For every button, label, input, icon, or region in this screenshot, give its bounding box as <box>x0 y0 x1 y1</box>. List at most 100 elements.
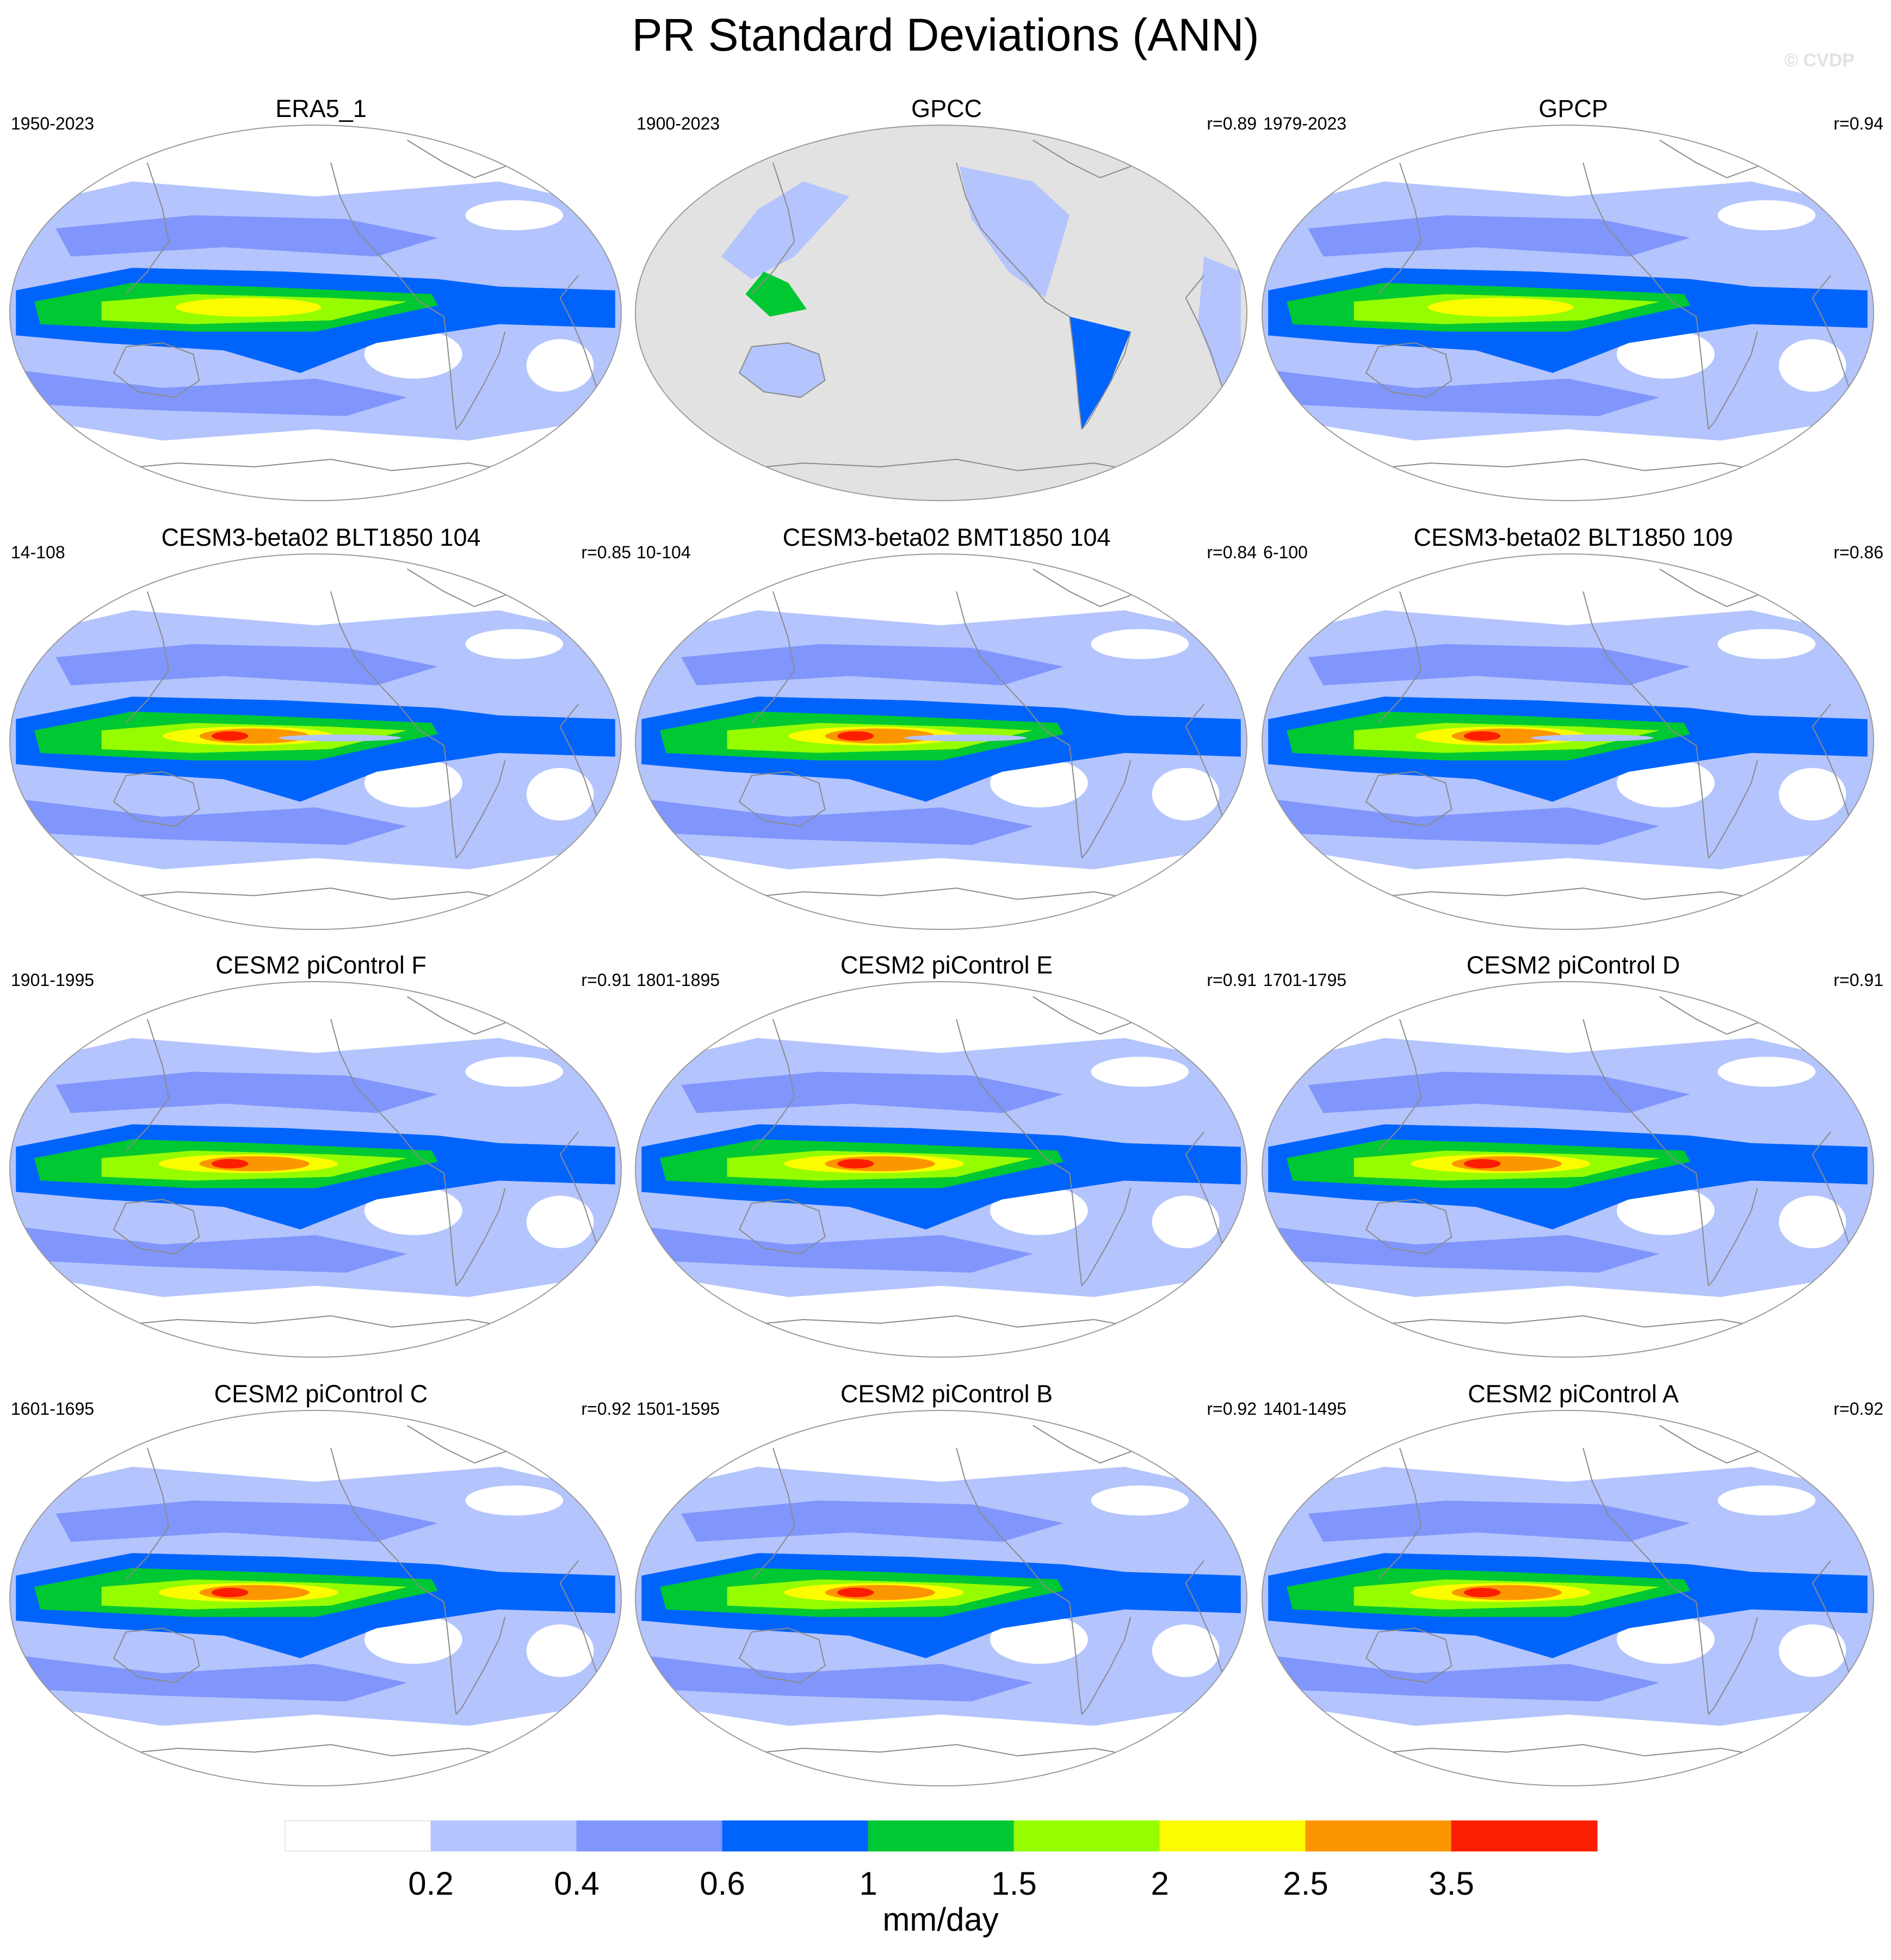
coastline <box>727 887 1155 904</box>
colorbar-tick-label: 1 <box>859 1865 877 1902</box>
pr-low-n-atlantic <box>465 200 564 231</box>
colorbar-box <box>1159 1820 1306 1852</box>
pr-band-0.4-north <box>1308 1500 1690 1542</box>
coastline <box>1354 1315 1782 1332</box>
coastline <box>1069 745 1083 859</box>
panel-period: 1979-2023 <box>1263 114 1347 133</box>
coastline <box>1185 1131 1223 1245</box>
coastline <box>727 1315 1155 1332</box>
coastline <box>751 162 795 295</box>
colorbar-box <box>576 1820 723 1852</box>
coastline <box>1069 1601 1083 1715</box>
pr-band-0.4-south <box>1262 798 1660 845</box>
pr-band-0.4-south <box>1262 369 1660 416</box>
coastline <box>330 1019 444 1174</box>
map-panel: GPCP 1979-2023 r=0.94 <box>1258 94 1889 518</box>
coastline <box>1185 704 1223 817</box>
pr-low-se-pacific <box>990 759 1088 808</box>
map-panel: CESM2 piControl C 1601-1695 r=0.92 <box>5 1379 636 1803</box>
coastline <box>443 745 457 859</box>
pr-low-se-pacific <box>990 1186 1088 1235</box>
map-border <box>1262 553 1874 930</box>
pr-band-3.5 <box>211 1159 249 1169</box>
pr-low-s-atlantic <box>526 1195 594 1248</box>
coastline <box>1365 1628 1453 1684</box>
panel-title: CESM2 piControl A <box>1468 1380 1679 1408</box>
colorbar-box <box>722 1820 869 1852</box>
panel-pattern-correlation: r=0.85 <box>581 543 631 562</box>
colorbar-tick-label: 0.6 <box>700 1865 745 1902</box>
coastline <box>1185 275 1223 389</box>
colorbar-tick-label: 2.5 <box>1283 1865 1328 1902</box>
coastline <box>1708 1617 1758 1715</box>
panel-period: 1901-1995 <box>11 970 95 990</box>
pr-cold-tongue-low <box>904 734 1027 742</box>
colorbar-tick-label: 0.2 <box>408 1865 453 1902</box>
colorbar-tick-label: 0.4 <box>554 1865 599 1902</box>
map-panel: CESM3-beta02 BMT1850 104 10-104 r=0.84 <box>631 522 1262 947</box>
coastline <box>738 1628 826 1684</box>
coastline <box>330 591 444 746</box>
coastline <box>1354 1744 1782 1760</box>
colorbar-tick-label: 3.5 <box>1429 1865 1474 1902</box>
map-panel: CESM3-beta02 BLT1850 109 6-100 r=0.86 <box>1258 522 1889 947</box>
coastline <box>956 1447 1070 1602</box>
colorbar-box <box>1014 1820 1160 1852</box>
coastline <box>727 1744 1155 1760</box>
pr-low-s-atlantic <box>1778 1195 1846 1248</box>
coastline <box>738 771 826 827</box>
panel-period: 1801-1895 <box>636 970 720 990</box>
land-australia <box>739 343 825 398</box>
panel-period: 1950-2023 <box>11 114 95 133</box>
pr-band-0.4-north <box>681 1071 1064 1113</box>
colorbar-tick-label: 2 <box>1151 1865 1169 1902</box>
panel-pattern-correlation: r=0.91 <box>1833 970 1883 990</box>
pr-low-s-atlantic <box>526 1624 594 1677</box>
panel-title: CESM2 piControl F <box>215 951 427 979</box>
map-border <box>9 1410 622 1786</box>
coastline <box>1696 1601 1709 1715</box>
map-image <box>1262 981 1874 1358</box>
pr-band-0.4-north <box>55 1500 438 1542</box>
panel-period: 14-108 <box>11 543 65 562</box>
pr-band-3.5 <box>1463 731 1501 741</box>
map-border <box>9 125 622 501</box>
coastline <box>443 1173 457 1286</box>
coastline <box>1696 316 1709 430</box>
pr-band-0.4-north <box>1308 1071 1690 1113</box>
land-north-america <box>959 166 1070 298</box>
map-panel: CESM2 piControl F 1901-1995 r=0.91 <box>5 950 636 1375</box>
panel-title: CESM2 piControl C <box>214 1380 428 1408</box>
pr-low-se-pacific <box>364 1615 462 1664</box>
pr-band-0.4-south <box>10 1654 407 1702</box>
panel-period: 1401-1495 <box>1263 1399 1347 1419</box>
coastline <box>1696 745 1709 859</box>
coastline <box>751 1447 795 1580</box>
coastline <box>125 162 170 295</box>
map-border <box>635 125 1247 501</box>
panel-title: CESM3-beta02 BLT1850 104 <box>161 523 481 551</box>
coastline <box>1365 771 1453 827</box>
coastline <box>1365 1199 1453 1255</box>
map-image <box>1262 553 1874 930</box>
coastline <box>559 275 597 389</box>
pr-low-se-pacific <box>1616 330 1715 379</box>
pr-band-0.4-north <box>1308 644 1690 686</box>
watermark: © CVDP <box>1784 50 1855 71</box>
figure-title: PR Standard Deviations (ANN) <box>632 9 1259 60</box>
coastline <box>1081 760 1132 859</box>
pr-low-n-atlantic <box>1091 1486 1189 1516</box>
coastline <box>1185 1560 1223 1674</box>
panel-pattern-correlation: r=0.92 <box>581 1399 631 1419</box>
map-image <box>635 1410 1247 1786</box>
pr-band-0.4-south <box>1262 1654 1660 1702</box>
coastline <box>1069 1173 1083 1286</box>
pr-low-s-atlantic <box>526 339 594 392</box>
coastline <box>455 760 506 859</box>
coastline <box>738 342 826 398</box>
coastline <box>559 1131 597 1245</box>
pr-band-3.5 <box>837 1159 874 1169</box>
coastline <box>1708 1188 1758 1286</box>
pr-low-n-atlantic <box>1091 629 1189 660</box>
coastline <box>1365 342 1453 398</box>
